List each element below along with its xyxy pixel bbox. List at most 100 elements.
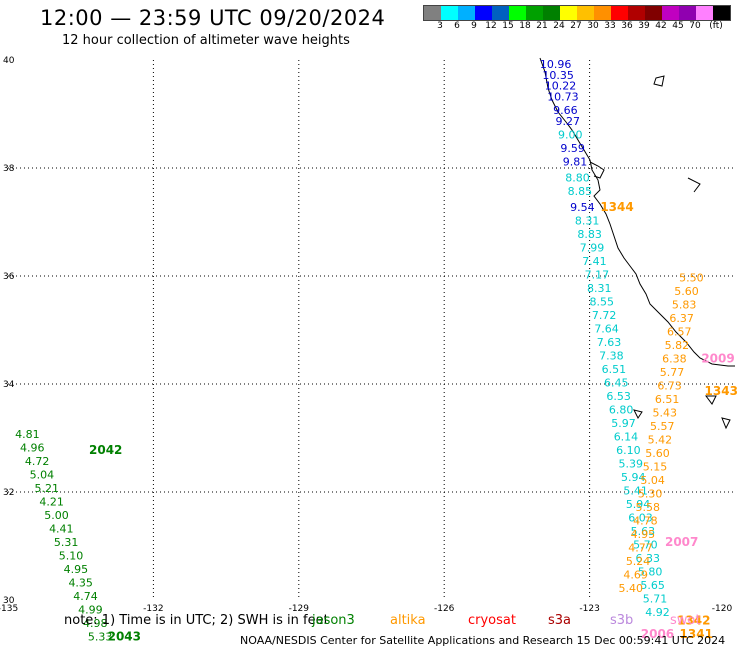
colorbar-label: 27 [570, 21, 582, 31]
pass-time-label: 1343 [705, 384, 738, 398]
san-francisco-bay [589, 161, 605, 179]
wave-height-value: 7.38 [599, 350, 624, 363]
wave-height-value: 5.70 [633, 539, 658, 552]
island-outline [721, 417, 731, 430]
wave-height-value: 6.53 [606, 390, 631, 403]
wave-height-value: 6.38 [662, 352, 687, 365]
wave-height-value: 4.74 [73, 590, 98, 603]
wave-height-value: 8.83 [577, 228, 602, 241]
wave-height-value: 4.96 [20, 442, 45, 455]
footer-note: note: 1) Time is in UTC; 2) SWH is in fe… [64, 613, 329, 628]
colorbar-swatch [679, 6, 696, 20]
wave-height-value: 4.35 [68, 577, 93, 590]
wave-height-value: 5.31 [54, 536, 79, 549]
wave-height-value: 9.66 [553, 104, 578, 117]
wave-height-value: 5.41 [623, 485, 648, 498]
colorbar-label: 36 [621, 21, 633, 31]
map-title: 12:00 — 23:59 UTC 09/20/2024 [40, 6, 386, 30]
colorbar-swatch [509, 6, 526, 20]
wave-height-value: 9.27 [556, 115, 581, 128]
colorbar-swatch [577, 6, 594, 20]
wave-height-value: 6.80 [609, 404, 634, 417]
wave-height-value: 7.72 [592, 309, 617, 322]
wave-height-value: 8.80 [565, 172, 590, 185]
wave-height-value: 6.14 [614, 431, 639, 444]
wave-height-value: 5.04 [30, 469, 55, 482]
wave-height-colorbar [423, 5, 731, 21]
wave-height-value: 7.17 [585, 269, 610, 282]
colorbar-swatch [611, 6, 628, 20]
lat-label: 36 [3, 272, 15, 282]
lon-label: -126 [434, 604, 455, 614]
wave-height-value: 5.43 [652, 406, 677, 419]
colorbar-label: 39 [638, 21, 650, 31]
lat-label: 32 [3, 488, 14, 498]
colorbar-swatch [662, 6, 679, 20]
wave-height-value: 6.45 [604, 377, 629, 390]
wave-height-value: 5.60 [674, 285, 699, 298]
satellite-legend-altika: altika [390, 613, 426, 628]
colorbar-swatch [696, 6, 713, 20]
island-outline [633, 409, 643, 419]
wave-height-value: 4.81 [15, 428, 40, 441]
pass-time-label: 2042 [89, 443, 122, 457]
colorbar-label: (ft) [709, 21, 723, 31]
pass-time-label: 1342 [677, 613, 710, 627]
wave-height-value: 4.41 [49, 523, 74, 536]
satellite-legend-cryosat: cryosat [468, 613, 516, 628]
colorbar-swatch [543, 6, 560, 20]
colorbar-label: 12 [485, 21, 497, 31]
wave-height-value: 6.51 [602, 363, 627, 376]
wave-height-value: 5.58 [636, 501, 661, 514]
pass-time-label: 1341 [680, 627, 713, 641]
lon-label: -123 [579, 604, 599, 614]
credit-line: NOAA/NESDIS Center for Satellite Applica… [240, 634, 726, 647]
wave-height-value: 5.94 [626, 498, 651, 511]
wave-height-value: 6.73 [657, 379, 682, 392]
colorbar-label: 21 [536, 21, 548, 31]
lake-outline [687, 177, 701, 193]
colorbar-label: 33 [604, 21, 616, 31]
wave-height-value: 7.63 [597, 336, 622, 349]
colorbar-swatch [560, 6, 577, 20]
colorbar-swatch [526, 6, 543, 20]
colorbar-label: 24 [553, 21, 565, 31]
colorbar-swatch [492, 6, 509, 20]
wave-height-value: 5.50 [679, 271, 704, 284]
wave-height-value: 5.21 [35, 482, 60, 495]
wave-height-value: 4.77 [628, 541, 653, 554]
wave-height-value: 4.99 [78, 604, 103, 617]
wave-height-value: 5.39 [619, 458, 644, 471]
wave-height-value: 5.94 [621, 471, 646, 484]
lon-label: -120 [712, 604, 733, 614]
lon-label: -129 [289, 604, 310, 614]
wave-height-value: 5.77 [660, 366, 685, 379]
colorbar-label: 70 [689, 21, 701, 31]
lon-label: -135 [0, 604, 18, 614]
wave-height-value: 9.81 [563, 155, 588, 168]
colorbar-swatch [645, 6, 662, 20]
coastline [539, 57, 735, 367]
wave-height-value: 10.35 [542, 69, 574, 82]
colorbar-label: 42 [655, 21, 667, 31]
map-subtitle: 12 hour collection of altimeter wave hei… [62, 33, 350, 48]
wave-height-value: 4.98 [83, 617, 108, 630]
pass-time-label: 1344 [600, 200, 633, 214]
wave-height-value: 5.63 [631, 525, 656, 538]
wave-height-value: 9.54 [570, 201, 595, 214]
lat-label: 40 [3, 56, 15, 66]
wave-height-value: 5.30 [638, 487, 663, 500]
satellite-legend-s3a: s3a [548, 613, 572, 628]
wave-height-value: 5.00 [44, 509, 69, 522]
wave-height-value: 6.03 [628, 512, 653, 525]
colorbar-swatch [713, 6, 730, 20]
wave-height-value: 4.72 [25, 455, 50, 468]
wave-height-value: 6.33 [636, 552, 661, 565]
colorbar-swatch [441, 6, 458, 20]
satellite-legend-swot: swot [670, 613, 701, 628]
lon-label: -132 [143, 604, 163, 614]
wave-height-value: 4.95 [64, 563, 89, 576]
wave-height-value: 5.57 [650, 420, 675, 433]
wave-height-value: 5.71 [643, 593, 668, 606]
